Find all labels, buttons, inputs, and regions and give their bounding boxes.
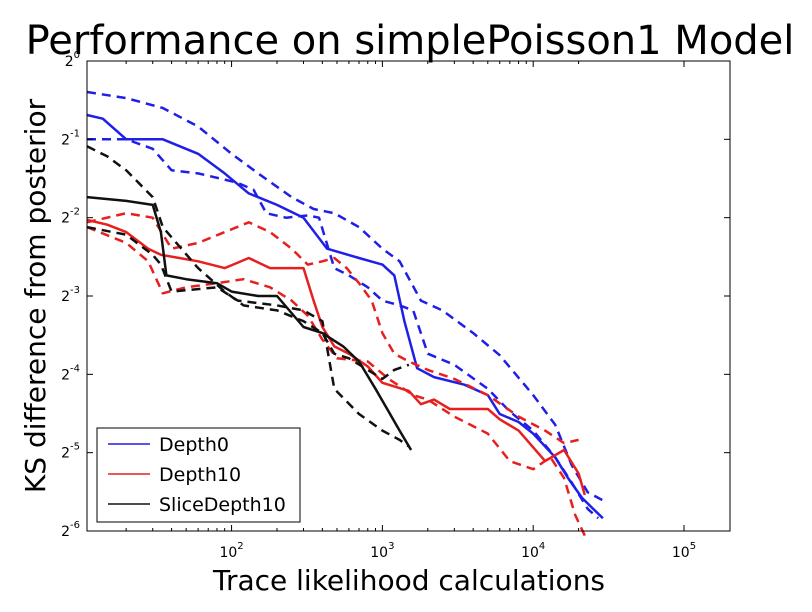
legend-label: Depth0 xyxy=(159,434,229,456)
series-line-8 xyxy=(86,225,410,448)
x-tick-label: 104 xyxy=(521,541,545,561)
series-line-4 xyxy=(86,211,579,445)
y-axis-label: KS difference from posterior xyxy=(19,98,52,493)
series-line-0 xyxy=(86,113,604,520)
legend-label: Depth10 xyxy=(159,464,241,486)
y-tick-label: 2-2 xyxy=(61,207,80,227)
y-tick-label: 2-3 xyxy=(61,285,80,305)
series-line-5 xyxy=(86,225,586,537)
series-line-7 xyxy=(86,145,410,381)
x-tick-label: 103 xyxy=(370,541,394,561)
y-tick-label: 20 xyxy=(65,50,80,70)
y-tick-label: 2-1 xyxy=(61,128,80,148)
y-tick-label: 2-6 xyxy=(61,520,80,540)
series-line-2 xyxy=(87,138,600,520)
x-axis-label: Trace likelihood calculations xyxy=(212,564,605,597)
y-axis-label-group: KS difference from posterior xyxy=(19,98,52,493)
plot-area xyxy=(86,90,604,537)
x-tick-label: 102 xyxy=(219,541,243,561)
x-tick-label: 105 xyxy=(672,541,696,561)
y-tick-label: 2-4 xyxy=(61,363,80,383)
legend-label: SliceDepth10 xyxy=(159,494,286,516)
legend: Depth0 Depth10 SliceDepth10 xyxy=(96,427,301,523)
series-line-3 xyxy=(86,218,587,496)
y-tick-label: 2-5 xyxy=(61,442,80,462)
chart-title: Performance on simplePoisson1 Model xyxy=(26,18,795,64)
series-line-6 xyxy=(86,195,413,451)
axis-ticks: 102 103 104 105 20 2-1 2-2 2-3 2-4 2-5 2-6 xyxy=(61,50,730,561)
plot-frame xyxy=(86,60,731,532)
